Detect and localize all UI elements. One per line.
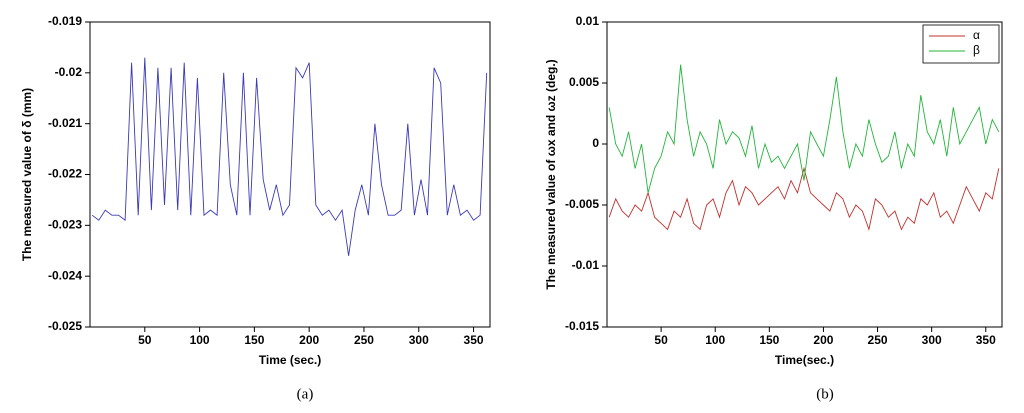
y-tick-label: -0.02 [55,65,83,79]
x-tick-label: 150 [759,333,779,347]
y-tick-label: -0.015 [565,319,599,333]
x-tick-label: 50 [138,333,152,347]
x-tick-label: 100 [705,333,725,347]
y-tick-label: -0.024 [48,268,82,282]
x-tick-label: 150 [244,333,264,347]
x-tick-label: 250 [354,333,374,347]
y-tick-label: 0.005 [569,75,599,89]
y-axis-label: The measured value of ωx and ωz (deg.) [544,59,558,289]
caption: (a) [297,386,314,402]
y-tick-label: -0.021 [48,116,82,130]
x-tick-label: 350 [976,333,996,347]
legend-box [922,24,1000,64]
y-tick-label: 0.01 [576,14,600,28]
x-axis-label: Time(sec.) [775,353,834,367]
x-tick-label: 200 [813,333,833,347]
legend-label: β [973,43,980,57]
x-tick-label: 300 [409,333,429,347]
y-tick-label: -0.023 [48,218,82,232]
y-tick-label: -0.025 [48,319,82,333]
data-line [608,64,1000,193]
x-tick-label: 350 [464,333,484,347]
x-tick-label: 300 [922,333,942,347]
y-tick-label: -0.01 [572,258,600,272]
y-tick-label: -0.019 [48,14,82,28]
legend-label: α [973,28,980,42]
data-line [608,166,1000,232]
x-tick-label: 200 [299,333,319,347]
y-axis-label: The measured value of δ (mm) [20,88,34,261]
y-tick-label: -0.005 [565,197,599,211]
y-tick-label: 0 [592,136,599,150]
plot-frame [606,21,1003,328]
x-tick-label: 100 [190,333,210,347]
x-tick-label: 250 [868,333,888,347]
data-line [91,57,488,256]
x-tick-label: 50 [654,333,668,347]
caption: (b) [816,386,834,402]
y-tick-label: -0.022 [48,167,82,181]
x-axis-label: Time (sec.) [259,353,321,367]
